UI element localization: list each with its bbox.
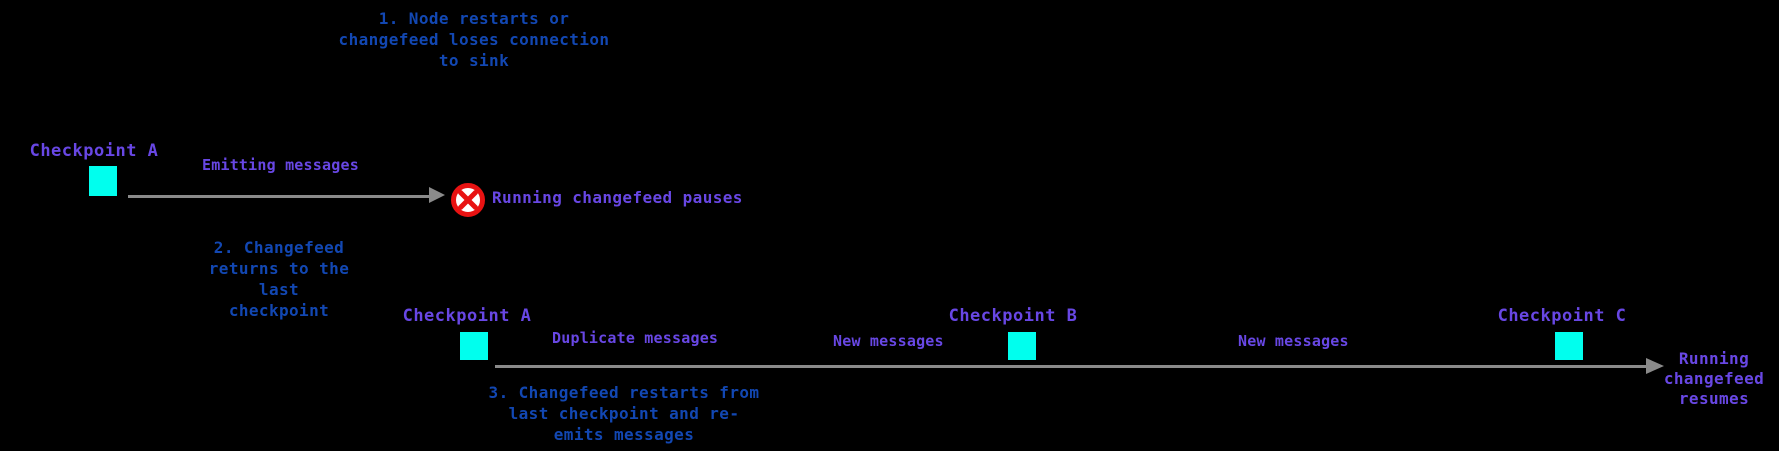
timeline-arrowhead-2	[1646, 358, 1664, 374]
duplicate-messages-label: Duplicate messages	[552, 329, 719, 347]
checkpoint-a-label-2: Checkpoint A	[402, 306, 532, 326]
timeline-arrow-line-1	[128, 195, 429, 198]
timeline-arrowhead-1	[429, 187, 445, 203]
checkpoint-marker-c	[1555, 332, 1583, 360]
running-changefeed-pauses-label: Running changefeed pauses	[492, 188, 743, 207]
new-messages-label-1: New messages	[833, 332, 944, 350]
emitting-messages-label: Emitting messages	[202, 156, 359, 174]
running-changefeed-resumes-label: Running changefeed resumes	[1663, 349, 1765, 408]
step1-annotation: 1. Node restarts or changefeed loses con…	[338, 9, 610, 70]
checkpoint-marker-b	[1008, 332, 1036, 360]
checkpoint-c-label: Checkpoint C	[1497, 306, 1627, 326]
timeline-arrow-line-2	[495, 365, 1647, 368]
step2-annotation: 2. Changefeed returns to the last checkp…	[208, 238, 350, 320]
checkpoint-marker-a-1	[89, 166, 117, 196]
new-messages-label-2: New messages	[1238, 332, 1349, 350]
step3-annotation: 3. Changefeed restarts from last checkpo…	[488, 383, 760, 444]
checkpoint-marker-a-2	[460, 332, 488, 360]
changefeed-pause-icon	[449, 181, 487, 219]
checkpoint-b-label: Checkpoint B	[948, 306, 1078, 326]
checkpoint-a-label-1: Checkpoint A	[29, 141, 159, 161]
